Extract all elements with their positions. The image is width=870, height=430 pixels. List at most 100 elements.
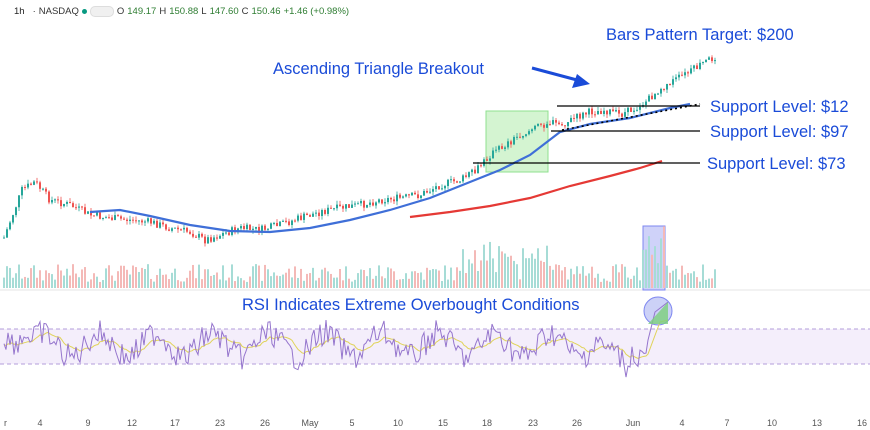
volume-bar — [138, 272, 140, 288]
x-tick-label: 13 — [812, 418, 822, 428]
volume-bars — [3, 226, 716, 288]
candle-body — [21, 186, 23, 196]
candle-body — [186, 227, 188, 232]
candle-body — [153, 220, 155, 224]
volume-bar — [483, 244, 485, 288]
volume-bar — [126, 269, 128, 288]
candle-body — [348, 204, 350, 208]
volume-bar — [78, 277, 80, 288]
toggle-pill-icon[interactable] — [89, 5, 114, 17]
volume-bar — [621, 264, 623, 288]
volume-bar — [564, 267, 566, 288]
candle-body — [567, 122, 569, 127]
candle-body — [435, 186, 437, 190]
volume-bar — [678, 279, 680, 288]
volume-bar — [186, 277, 188, 288]
candle-body — [339, 204, 341, 206]
candle-body — [582, 112, 584, 119]
candle-body — [672, 79, 674, 85]
volume-bar — [684, 274, 686, 288]
candle-body — [600, 111, 602, 114]
volume-bar — [198, 264, 200, 288]
volume-bar — [246, 281, 248, 288]
x-tick-label: 17 — [170, 418, 180, 428]
volume-bar — [294, 266, 296, 288]
volume-bar — [315, 280, 317, 288]
volume-bar — [519, 279, 521, 288]
candle-body — [570, 117, 572, 123]
volume-bar — [120, 265, 122, 288]
volume-bar — [234, 281, 236, 288]
volume-bar — [225, 280, 227, 288]
volume-bar — [417, 272, 419, 288]
volume-bar — [714, 269, 716, 288]
volume-bar — [435, 269, 437, 288]
candle-body — [336, 204, 338, 209]
candle-body — [315, 212, 317, 214]
candle-body — [699, 62, 701, 69]
volume-bar — [399, 279, 401, 288]
x-tick-label: 23 — [528, 418, 538, 428]
candle-body — [234, 227, 236, 233]
volume-bar — [249, 276, 251, 288]
candle-body — [24, 186, 26, 188]
candle-body — [366, 204, 368, 208]
volume-bar — [102, 280, 104, 288]
candle-body — [126, 219, 128, 221]
candle-body — [75, 207, 77, 209]
x-tick-label: 12 — [127, 418, 137, 428]
candle-body — [351, 204, 353, 208]
candle-body — [426, 190, 428, 193]
candle-body — [585, 112, 587, 115]
volume-bar — [540, 260, 542, 288]
candle-body — [666, 83, 668, 90]
volume-bar — [579, 273, 581, 288]
volume-bar — [516, 264, 518, 288]
volume-bar — [285, 272, 287, 288]
interval-label[interactable]: 1h — [14, 5, 25, 17]
volume-bar — [510, 255, 512, 288]
volume-bar — [624, 266, 626, 288]
candle-body — [51, 200, 53, 203]
candle-body — [564, 125, 566, 127]
candle-body — [132, 219, 134, 221]
candle-body — [390, 197, 392, 200]
candle-body — [555, 120, 557, 123]
volume-bar — [429, 270, 431, 288]
candle-body — [510, 141, 512, 145]
candle-body — [210, 237, 212, 242]
volume-bar — [345, 266, 347, 288]
volume-bar — [111, 275, 113, 288]
volume-bar — [522, 248, 524, 288]
volume-bar — [135, 267, 137, 288]
volume-bar — [21, 278, 23, 288]
candle-body — [612, 109, 614, 112]
candle-body — [174, 227, 176, 229]
candle-body — [663, 88, 665, 90]
candle-body — [36, 181, 38, 183]
candle-body — [12, 215, 14, 223]
volume-bar — [453, 280, 455, 288]
high-label: H — [159, 5, 167, 17]
volume-bar — [594, 277, 596, 288]
x-tick-label: 23 — [215, 418, 225, 428]
volume-bar — [24, 276, 26, 288]
volume-bar — [642, 249, 644, 288]
candle-body — [267, 228, 269, 230]
candle-body — [429, 191, 431, 193]
volume-bar — [645, 249, 647, 288]
x-tick-label: 4 — [679, 418, 684, 428]
candle-body — [519, 136, 521, 138]
candle-body — [354, 203, 356, 205]
chart-header: 1h · NASDAQ O 149.17 H 150.88 L 147.60 C… — [0, 4, 352, 18]
volume-bar — [48, 273, 50, 288]
candle-body — [309, 215, 311, 217]
candle-body — [222, 232, 224, 236]
volume-bar — [570, 268, 572, 288]
volume-bar — [264, 264, 266, 288]
volume-bar — [369, 268, 371, 288]
candle-body — [516, 136, 518, 138]
candle-body — [408, 194, 410, 196]
volume-bar — [528, 258, 530, 288]
